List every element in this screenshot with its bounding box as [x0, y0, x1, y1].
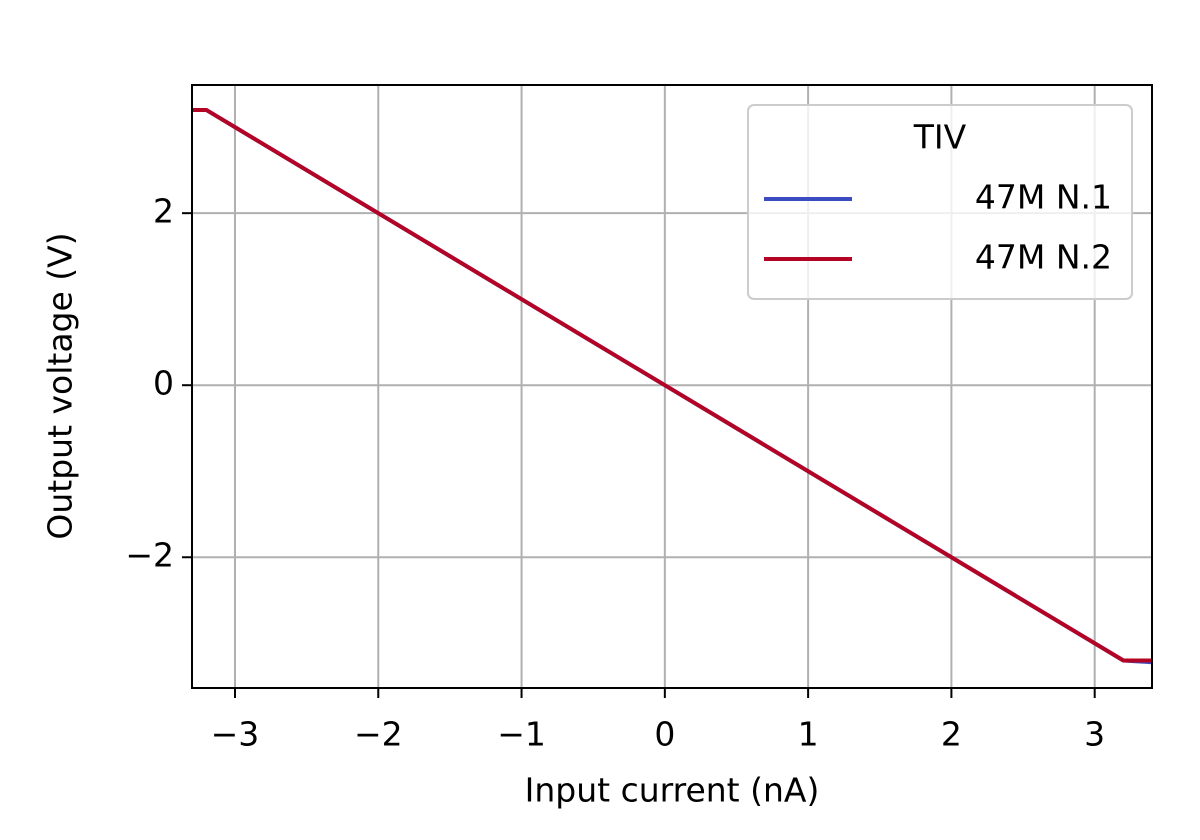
y-tick-label: 2: [153, 192, 174, 231]
x-tick-label: 0: [654, 715, 675, 754]
series-line: [192, 107, 1152, 663]
x-tick-label: −2: [354, 715, 403, 754]
x-axis-label: Input current (nA): [525, 771, 820, 810]
x-tick-label: 3: [1084, 715, 1105, 754]
legend-label: 47M N.1: [975, 178, 1112, 217]
y-axis-label: Output voltage (V): [41, 232, 80, 539]
x-tick-label: 2: [941, 715, 962, 754]
x-tick-label: −1: [497, 715, 546, 754]
legend-label: 47M N.2: [975, 238, 1112, 277]
legend-title: TIV: [913, 118, 967, 157]
x-tick-label: −3: [211, 715, 260, 754]
legend-box: [747, 104, 1133, 300]
y-tick-label: −2: [125, 536, 174, 575]
x-tick-label: 1: [798, 715, 819, 754]
y-tick-label: 0: [153, 364, 174, 403]
plot-frame: [191, 84, 1153, 689]
